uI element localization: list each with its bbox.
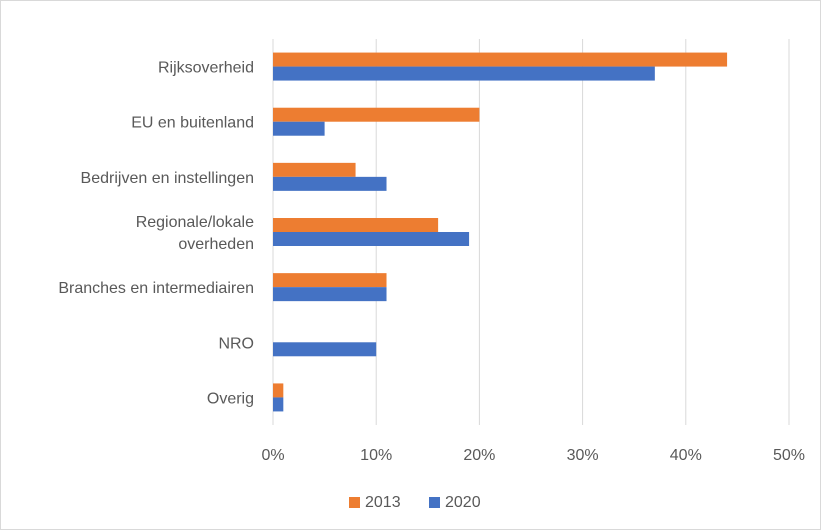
- category-label: Rijksoverheid: [158, 60, 254, 77]
- bar-2013-6: [273, 383, 284, 398]
- category-label-line: NRO: [218, 335, 254, 352]
- legend-swatch-2013: [349, 497, 360, 508]
- x-tick-label: 30%: [567, 447, 599, 464]
- bar-2020-2: [273, 176, 387, 191]
- category-label: Regionale/lokale overheden: [136, 214, 254, 253]
- x-tick-label: 10%: [360, 447, 392, 464]
- category-label: EU en buitenland: [131, 115, 254, 132]
- x-tick-label: 20%: [463, 447, 495, 464]
- x-tick-label: 0%: [261, 447, 284, 464]
- category-label: Overig: [207, 390, 254, 407]
- bar-2020-3: [273, 232, 470, 246]
- category-label-line: Branches en intermediairen: [58, 280, 254, 297]
- bar-2020-5: [273, 342, 377, 357]
- legend-label-2013: 2013: [365, 494, 401, 511]
- category-label-line: Overig: [207, 390, 254, 407]
- category-label-line: Regionale/lokale: [136, 214, 254, 231]
- bar-2013-4: [273, 273, 387, 288]
- category-label-line: Bedrijven en instellingen: [81, 170, 254, 187]
- gridlines: [272, 39, 790, 425]
- category-labels: Rijksoverheid EU en buitenland Bedrijven e…: [58, 60, 254, 408]
- category-label-line: EU en buitenland: [131, 115, 254, 132]
- bar-2020-1: [273, 121, 325, 136]
- category-label: NRO: [218, 335, 254, 352]
- x-tick-labels: 0% 10% 20% 30% 40% 50%: [261, 447, 805, 464]
- category-label: Branches en intermediairen: [58, 280, 254, 297]
- legend-swatch-2020: [429, 497, 440, 508]
- x-tick-label: 50%: [773, 447, 805, 464]
- category-label: Bedrijven en instellingen: [81, 170, 254, 187]
- x-tick-label: 40%: [670, 447, 702, 464]
- category-label-line: overheden: [178, 236, 254, 253]
- bar-2020-4: [273, 287, 387, 302]
- bar-2020-0: [273, 66, 655, 81]
- bars: [273, 52, 728, 412]
- bar-2013-3: [273, 218, 439, 232]
- bar-2013-1: [273, 107, 480, 122]
- legend: 2013 2020: [349, 494, 481, 511]
- category-label-line: Rijksoverheid: [158, 60, 254, 77]
- bar-2013-2: [273, 162, 356, 177]
- bar-2013-0: [273, 52, 728, 67]
- legend-label-2020: 2020: [445, 494, 481, 511]
- bar-2020-6: [273, 397, 284, 412]
